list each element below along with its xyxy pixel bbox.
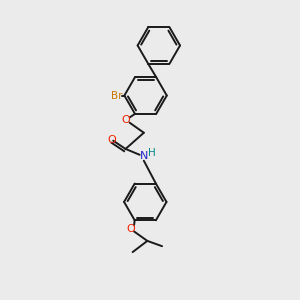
Text: O: O	[127, 224, 136, 233]
Text: Br: Br	[110, 91, 122, 100]
Text: O: O	[107, 134, 116, 145]
Text: N: N	[140, 151, 148, 161]
Text: O: O	[122, 116, 130, 125]
Text: H: H	[148, 148, 155, 158]
